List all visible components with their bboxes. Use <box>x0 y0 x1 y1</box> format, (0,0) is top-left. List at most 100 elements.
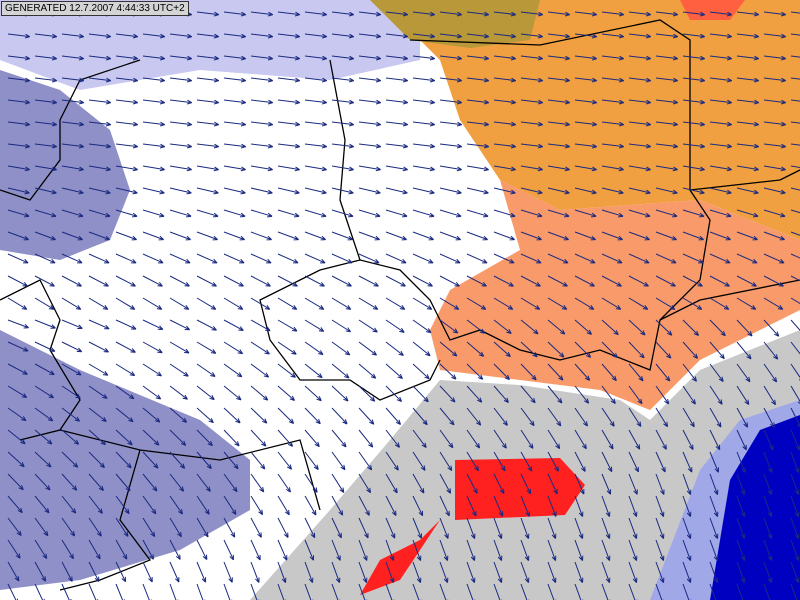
wind-arrow <box>331 231 353 241</box>
wind-arrow <box>331 55 355 61</box>
wind-arrow <box>277 385 296 401</box>
wind-arrow <box>304 319 325 332</box>
wind-arrow <box>115 77 139 83</box>
wind-arrow <box>628 275 649 287</box>
wind-arrow <box>493 143 517 149</box>
wind-arrow <box>223 451 239 470</box>
wind-arrow <box>277 275 298 287</box>
wind-arrow <box>142 275 163 287</box>
wind-arrow <box>520 539 530 562</box>
wind-arrow <box>709 583 719 600</box>
wind-arrow <box>223 297 244 310</box>
wind-arrow <box>358 473 372 494</box>
wind-arrow <box>358 231 380 241</box>
wind-arrow <box>547 55 571 61</box>
wind-arrow <box>547 11 571 17</box>
wind-arrow <box>628 473 638 495</box>
wind-arrow <box>196 319 217 331</box>
wind-arrow <box>439 385 456 403</box>
wind-arrow <box>169 275 190 287</box>
wind-arrow <box>790 539 800 562</box>
wind-arrow <box>709 495 719 518</box>
wind-arrow <box>115 473 131 492</box>
wind-arrow <box>439 55 463 61</box>
wind-arrow <box>61 187 84 195</box>
wind-arrow <box>493 253 515 264</box>
wind-arrow <box>493 165 516 172</box>
wind-arrow <box>7 253 29 264</box>
wind-arrow <box>736 561 746 584</box>
wind-arrow <box>331 319 352 333</box>
wind-arrow <box>547 33 571 39</box>
wind-arrow <box>439 143 463 149</box>
wind-arrow <box>601 77 625 83</box>
wind-arrow <box>88 275 109 287</box>
wind-arrow <box>304 363 323 379</box>
wind-arrow <box>196 143 220 149</box>
wind-arrow <box>169 583 179 600</box>
border-line <box>59 429 321 511</box>
wind-arrow <box>736 55 760 61</box>
wind-arrow <box>277 319 298 332</box>
wind-arrow <box>61 121 85 127</box>
wind-arrow <box>682 231 704 241</box>
wind-arrow <box>601 473 612 495</box>
wind-arrow <box>88 561 100 583</box>
wind-arrow <box>763 55 787 61</box>
wind-arrow <box>277 231 299 241</box>
wind-arrow <box>7 99 31 105</box>
wind-arrow <box>169 429 187 446</box>
wind-arrow <box>7 319 29 329</box>
wind-arrow <box>196 297 217 310</box>
wind-arrow <box>466 319 485 334</box>
wind-arrow <box>547 583 557 600</box>
wind-arrow <box>61 429 80 445</box>
wind-arrow <box>385 385 403 403</box>
wind-arrow <box>682 297 703 310</box>
wind-arrow <box>574 583 584 600</box>
wind-arrow <box>682 275 703 287</box>
wind-arrow <box>88 55 112 61</box>
wind-arrow <box>574 319 593 335</box>
wind-arrow <box>763 143 787 149</box>
wind-arrow <box>88 209 111 218</box>
wind-arrow <box>628 385 643 405</box>
wind-arrow <box>7 143 31 149</box>
wind-arrow <box>61 539 74 560</box>
wind-arrow <box>709 517 719 540</box>
wind-arrow <box>736 451 746 473</box>
wind-arrow <box>736 253 758 264</box>
wind-arrow <box>88 165 111 172</box>
wind-arrow <box>223 561 233 583</box>
wind-arrow <box>115 99 139 105</box>
wind-arrow <box>196 451 212 470</box>
wind-arrow <box>574 11 598 17</box>
wind-arrow <box>223 143 247 149</box>
wind-arrow <box>277 407 295 424</box>
wind-arrow <box>439 341 458 357</box>
wind-arrow <box>574 33 598 39</box>
wind-arrow <box>304 275 325 287</box>
wind-arrow <box>196 77 220 83</box>
wind-arrow <box>655 187 678 195</box>
wind-arrow <box>34 165 57 172</box>
wind-arrow <box>547 561 557 584</box>
wind-arrow <box>169 363 189 377</box>
wind-arrow <box>493 407 508 426</box>
wind-arrow <box>196 253 218 264</box>
wind-arrow <box>790 495 800 518</box>
wind-arrow <box>169 539 181 560</box>
wind-arrow <box>493 385 509 404</box>
wind-arrow <box>493 121 517 127</box>
wind-arrow <box>385 165 408 172</box>
wind-arrow <box>655 363 671 382</box>
wind-arrow <box>709 473 719 496</box>
wind-arrow <box>34 517 49 537</box>
wind-arrow <box>277 363 296 378</box>
wind-arrow <box>115 385 135 400</box>
wind-arrow <box>601 451 613 473</box>
wind-arrow <box>763 341 779 360</box>
wind-arrow <box>142 253 164 264</box>
wind-arrow <box>709 143 733 149</box>
wind-arrow <box>304 77 328 83</box>
